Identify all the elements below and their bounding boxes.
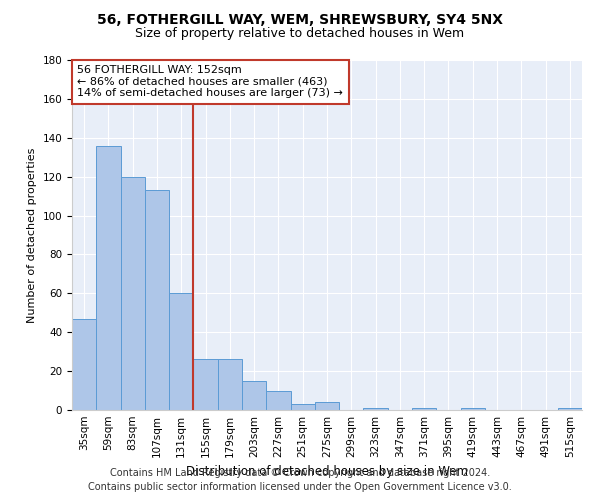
Bar bbox=[412, 408, 436, 410]
Bar bbox=[242, 381, 266, 410]
Bar bbox=[96, 146, 121, 410]
Y-axis label: Number of detached properties: Number of detached properties bbox=[27, 148, 37, 322]
Bar bbox=[121, 176, 145, 410]
Text: Contains HM Land Registry data © Crown copyright and database right 2024.
Contai: Contains HM Land Registry data © Crown c… bbox=[88, 468, 512, 492]
Text: 56, FOTHERGILL WAY, WEM, SHREWSBURY, SY4 5NX: 56, FOTHERGILL WAY, WEM, SHREWSBURY, SY4… bbox=[97, 12, 503, 26]
Bar bbox=[218, 360, 242, 410]
Text: 56 FOTHERGILL WAY: 152sqm
← 86% of detached houses are smaller (463)
14% of semi: 56 FOTHERGILL WAY: 152sqm ← 86% of detac… bbox=[77, 66, 343, 98]
Text: Size of property relative to detached houses in Wem: Size of property relative to detached ho… bbox=[136, 28, 464, 40]
Bar bbox=[193, 360, 218, 410]
Bar bbox=[364, 408, 388, 410]
Bar bbox=[315, 402, 339, 410]
Bar bbox=[72, 318, 96, 410]
Bar bbox=[145, 190, 169, 410]
Bar bbox=[461, 408, 485, 410]
Bar bbox=[169, 294, 193, 410]
Bar bbox=[266, 390, 290, 410]
Bar bbox=[558, 408, 582, 410]
Bar bbox=[290, 404, 315, 410]
X-axis label: Distribution of detached houses by size in Wem: Distribution of detached houses by size … bbox=[186, 466, 468, 478]
